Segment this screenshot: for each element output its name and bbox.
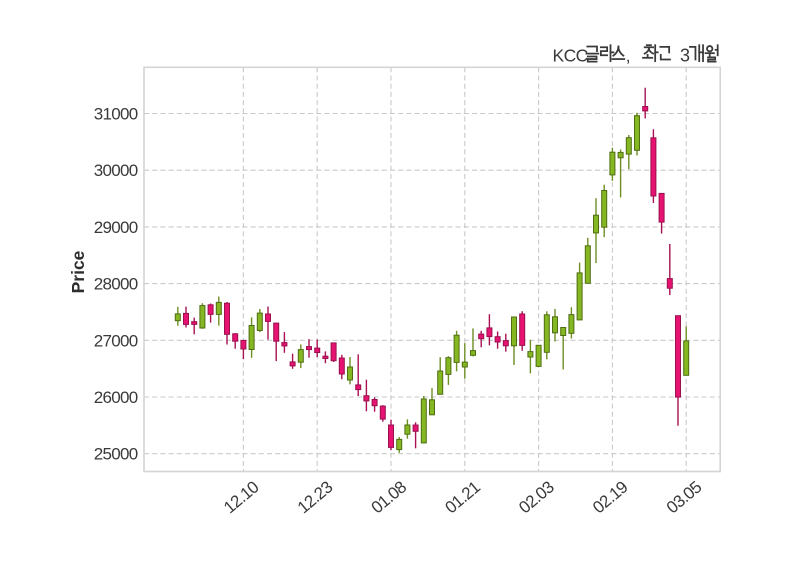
svg-text:3: 3 xyxy=(680,46,690,66)
svg-text:Price: Price xyxy=(68,250,88,293)
svg-text:29000: 29000 xyxy=(94,218,138,237)
svg-text:26000: 26000 xyxy=(94,388,138,407)
svg-text:27000: 27000 xyxy=(94,331,138,350)
svg-text:25000: 25000 xyxy=(94,445,138,464)
svg-text:KCC: KCC xyxy=(553,46,588,66)
svg-text:28000: 28000 xyxy=(94,275,138,294)
svg-text:,: , xyxy=(626,47,631,66)
svg-text:30000: 30000 xyxy=(94,161,138,180)
svg-text:31000: 31000 xyxy=(94,105,138,124)
